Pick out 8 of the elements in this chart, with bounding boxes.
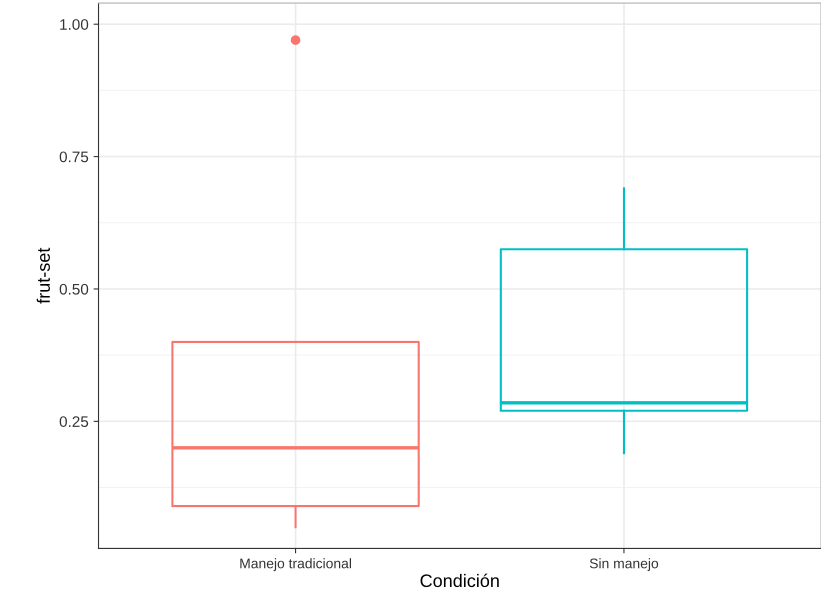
y-tick-label: 0.25	[60, 416, 88, 428]
y-tick-label: 0.75	[60, 151, 88, 162]
x-tick-label: Manejo tradicional	[240, 558, 351, 572]
x-tick-label: Sin manejo	[590, 558, 658, 572]
y-tick-label: 1.00	[60, 19, 88, 30]
y-axis-title: frut-set	[36, 248, 50, 304]
x-axis-title: Condición	[420, 574, 499, 588]
y-tick-label: 0.50	[60, 284, 88, 295]
